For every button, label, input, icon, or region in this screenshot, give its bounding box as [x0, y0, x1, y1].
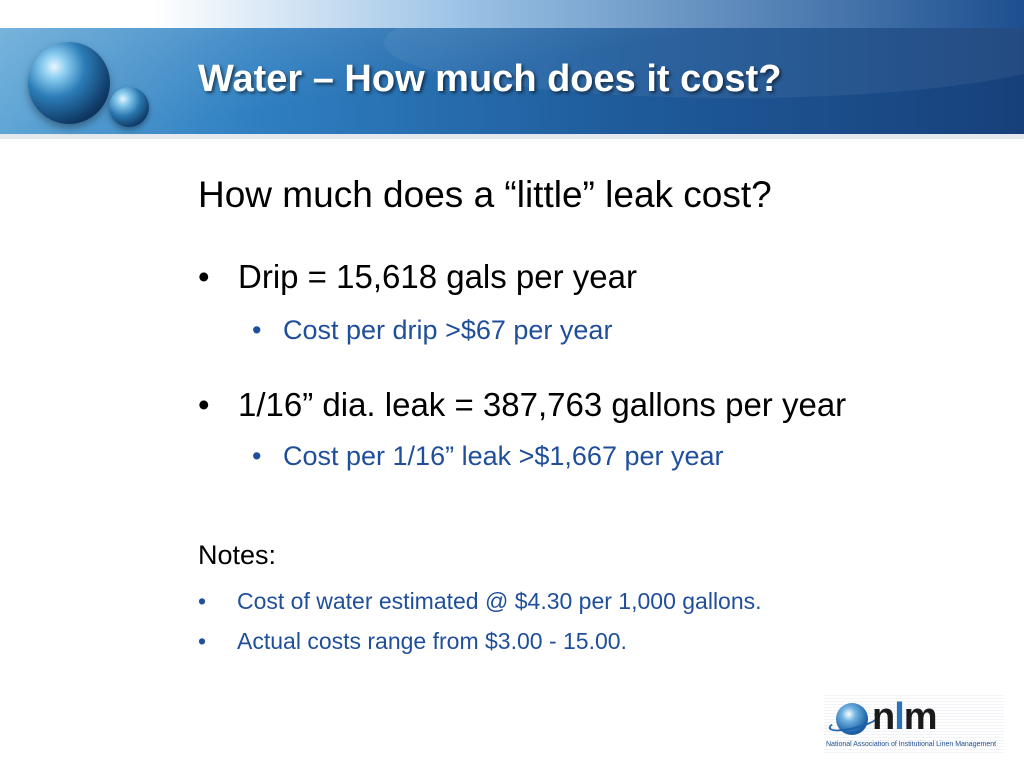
sub-bullet-text: Cost per 1/16” leak >$1,667 per year	[283, 441, 724, 471]
bullet-text: Drip = 15,618 gals per year	[238, 258, 637, 295]
sub-bullet-item: • Cost per 1/16” leak >$1,667 per year	[252, 441, 724, 472]
header-sheen	[0, 28, 1024, 134]
slide-title: Water – How much does it cost?	[198, 58, 782, 100]
bullet-dot: •	[198, 588, 207, 614]
nlm-logo: nlm National Association of Institutiona…	[824, 693, 1004, 753]
bullet-text: 1/16” dia. leak = 387,763 gallons per ye…	[238, 386, 847, 423]
note-item: • Cost of water estimated @ $4.30 per 1,0…	[198, 588, 762, 615]
logo-caption: National Association of Institutional Li…	[826, 741, 997, 748]
slide-header: Water – How much does it cost?	[0, 0, 1024, 140]
logo-letter-m: m	[903, 696, 938, 738]
slide-subtitle: How much does a “little” leak cost?	[198, 174, 772, 215]
logo-letter-l: l	[894, 696, 905, 738]
note-text: Actual costs range from $3.00 - 15.00.	[237, 628, 627, 654]
small-globe-icon	[109, 87, 149, 127]
bullet-item: • 1/16” dia. leak = 387,763 gallons per y…	[198, 386, 846, 424]
bullet-dot: •	[198, 628, 207, 654]
sub-bullet-text: Cost per drip >$67 per year	[283, 315, 613, 345]
large-globe-icon	[28, 42, 110, 124]
logo-globe-icon	[827, 703, 881, 736]
bullet-dot: •	[198, 386, 210, 423]
logo-wordmark: nlm	[872, 696, 938, 738]
bullet-dot: •	[198, 258, 210, 295]
header-band	[0, 28, 1024, 134]
header-top-strip	[0, 0, 1024, 28]
bullet-dot: •	[252, 441, 262, 471]
notes-heading: Notes:	[198, 540, 277, 570]
header-rule	[0, 134, 1024, 139]
logo-letter-n: n	[872, 696, 895, 738]
note-item: • Actual costs range from $3.00 - 15.00.	[198, 628, 627, 655]
bullet-item: • Drip = 15,618 gals per year	[198, 258, 637, 296]
sub-bullet-item: • Cost per drip >$67 per year	[252, 315, 612, 346]
note-text: Cost of water estimated @ $4.30 per 1,00…	[237, 588, 762, 614]
bullet-dot: •	[252, 315, 262, 345]
